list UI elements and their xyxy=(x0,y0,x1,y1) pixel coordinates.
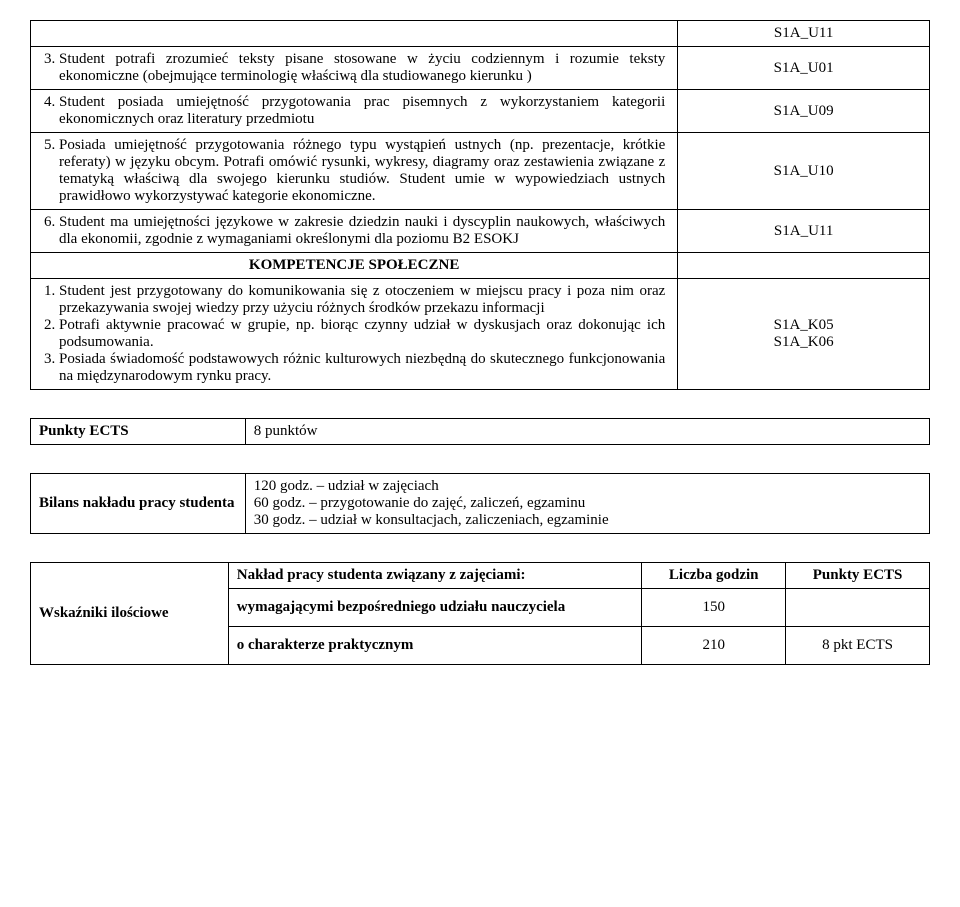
outcome-text: Student ma umiejętności językowe w zakre… xyxy=(59,214,669,248)
wskazniki-h1: Nakład pracy studenta związany z zajęcia… xyxy=(228,563,642,589)
outcome-code: S1A_U09 xyxy=(678,90,930,133)
kompetencje-item: Posiada świadomość podstawowych różnic k… xyxy=(59,351,669,385)
wskazniki-r1c2: 150 xyxy=(642,589,786,627)
wskazniki-table: Wskaźniki ilościowe Nakład pracy student… xyxy=(30,562,930,665)
wskazniki-label: Wskaźniki ilościowe xyxy=(31,563,229,665)
kompetencje-list: Student jest przygotowany do komunikowan… xyxy=(31,279,678,390)
bilans-label: Bilans nakładu pracy studenta xyxy=(31,474,246,534)
wskazniki-r1c1: wymagającymi bezpośredniego udziału nauc… xyxy=(228,589,642,627)
outcome-item: Student posiada umiejętność przygotowani… xyxy=(31,90,678,133)
spacer xyxy=(30,390,930,418)
empty-cell xyxy=(31,21,678,47)
wskazniki-r1c3 xyxy=(786,589,930,627)
outcome-code: S1A_U11 xyxy=(678,210,930,253)
spacer xyxy=(30,445,930,473)
kompetencje-heading: KOMPETENCJE SPOŁECZNE xyxy=(31,253,678,279)
outcome-item: Student potrafi zrozumieć teksty pisane … xyxy=(31,47,678,90)
outcome-code: S1A_U01 xyxy=(678,47,930,90)
empty-cell xyxy=(678,253,930,279)
wskazniki-r2c2: 210 xyxy=(642,627,786,665)
outcome-text: Student posiada umiejętność przygotowani… xyxy=(59,94,669,128)
outcome-item: Student ma umiejętności językowe w zakre… xyxy=(31,210,678,253)
outcome-code: S1A_U10 xyxy=(678,133,930,210)
outcome-item: Posiada umiejętność przygotowania różneg… xyxy=(31,133,678,210)
bilans-table: Bilans nakładu pracy studenta 120 godz. … xyxy=(30,473,930,534)
wskazniki-r2c1: o charakterze praktycznym xyxy=(228,627,642,665)
bilans-line: 60 godz. – przygotowanie do zajęć, zalic… xyxy=(254,495,921,512)
ects-value: 8 punktów xyxy=(245,419,929,445)
wskazniki-r2c3: 8 pkt ECTS xyxy=(786,627,930,665)
spacer xyxy=(30,534,930,562)
wskazniki-h2: Liczba godzin xyxy=(642,563,786,589)
kompetencje-item: Student jest przygotowany do komunikowan… xyxy=(59,283,669,317)
bilans-line: 30 godz. – udział w konsultacjach, zalic… xyxy=(254,512,921,529)
bilans-line: 120 godz. – udział w zajęciach xyxy=(254,478,921,495)
outcome-text: Posiada umiejętność przygotowania różneg… xyxy=(59,137,669,205)
ects-table: Punkty ECTS 8 punktów xyxy=(30,418,930,445)
outcomes-table: S1A_U11 Student potrafi zrozumieć teksty… xyxy=(30,20,930,390)
bilans-content: 120 godz. – udział w zajęciach 60 godz. … xyxy=(245,474,929,534)
ects-label: Punkty ECTS xyxy=(31,419,246,445)
kompetencje-codes: S1A_K05 S1A_K06 xyxy=(678,279,930,390)
code-top: S1A_U11 xyxy=(678,21,930,47)
wskazniki-h3: Punkty ECTS xyxy=(786,563,930,589)
outcome-text: Student potrafi zrozumieć teksty pisane … xyxy=(59,51,669,85)
kompetencje-item: Potrafi aktywnie pracować w grupie, np. … xyxy=(59,317,669,351)
